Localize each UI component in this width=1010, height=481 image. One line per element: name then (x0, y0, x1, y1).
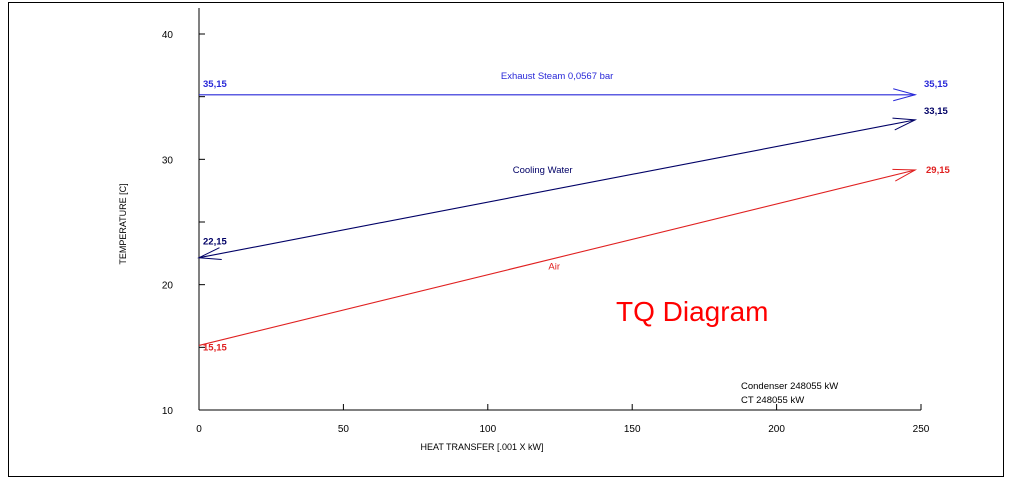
x-tick-label: 0 (196, 424, 202, 435)
series-name-label: Exhaust Steam 0,0567 bar (501, 71, 614, 82)
end-value-label: 35,15 (924, 79, 948, 90)
y-tick-label: 20 (162, 281, 174, 292)
series-name-label: Air (548, 262, 560, 273)
x-tick-label: 150 (624, 424, 641, 435)
overlay-title: TQ Diagram (616, 296, 768, 327)
end-value-label: 29,15 (926, 165, 950, 176)
arrow-head-end (892, 168, 918, 182)
y-tick-label: 10 (162, 406, 174, 417)
x-tick-label: 100 (479, 424, 496, 435)
end-value-label: 33,15 (924, 106, 948, 117)
condenser-note: Condenser 248055 kW (741, 381, 838, 392)
start-value-label: 15,15 (203, 342, 227, 353)
x-tick-label: 250 (913, 424, 930, 435)
axes: 0 50 100 150 200 250 10 20 30 40 (162, 8, 930, 435)
series-group: 35,15 35,15 Exhaust Steam 0,0567 bar 22,15 3… (197, 71, 950, 353)
x-axis-label: HEAT TRANSFER [.001 X kW] (420, 442, 543, 452)
arrow-head-end (893, 88, 918, 102)
x-tick-label: 200 (768, 424, 785, 435)
arrow-head-start (197, 247, 222, 260)
ct-note: CT 248055 kW (741, 395, 804, 406)
series-name-label: Cooling Water (513, 165, 573, 176)
x-tick-label: 50 (338, 424, 350, 435)
arrow-head-end (892, 117, 918, 131)
chart-frame (8, 2, 1004, 477)
start-value-label: 35,15 (203, 79, 227, 90)
y-tick-label: 40 (162, 30, 174, 41)
start-value-label: 22,15 (203, 237, 227, 248)
y-axis-label: TEMPERATURE [C] (118, 183, 128, 264)
series-line (198, 169, 916, 346)
series-line (198, 119, 916, 259)
y-tick-label: 30 (162, 155, 174, 166)
